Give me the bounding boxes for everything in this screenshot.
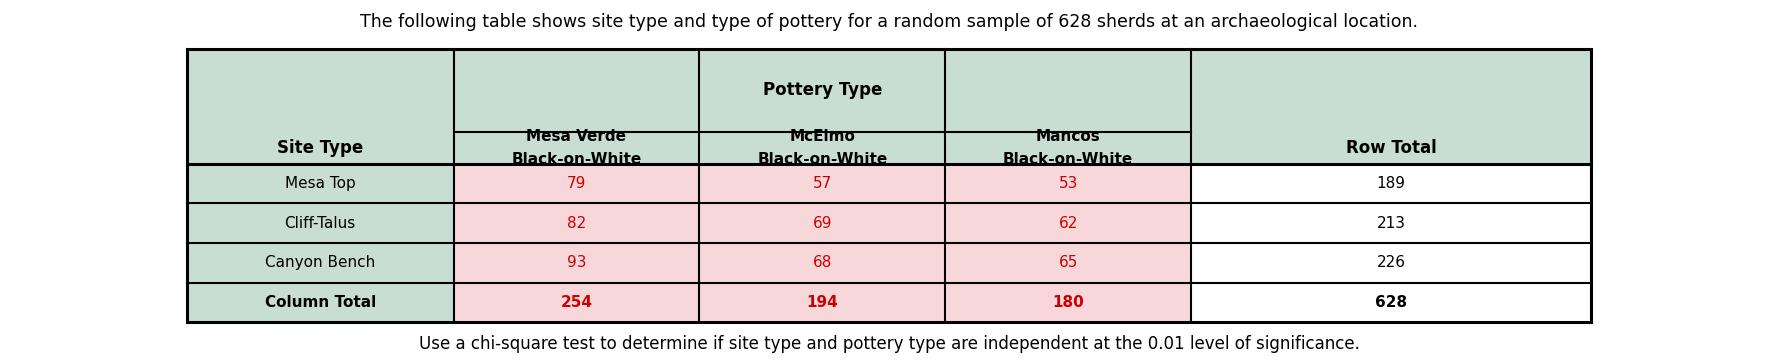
Text: Row Total: Row Total	[1346, 139, 1437, 157]
Text: 189: 189	[1376, 176, 1406, 191]
Text: 53: 53	[1058, 176, 1077, 191]
Text: Black-on-White: Black-on-White	[1003, 152, 1133, 167]
Text: 69: 69	[813, 216, 832, 231]
Text: 628: 628	[1374, 295, 1406, 310]
Text: 213: 213	[1376, 216, 1406, 231]
Text: 93: 93	[567, 255, 587, 270]
Text: 254: 254	[560, 295, 592, 310]
Text: Black-on-White: Black-on-White	[512, 152, 642, 167]
Text: The following table shows site type and type of pottery for a random sample of 6: The following table shows site type and …	[359, 13, 1419, 31]
Text: Use a chi-square test to determine if site type and pottery type are independent: Use a chi-square test to determine if si…	[418, 335, 1360, 353]
Text: Mancos: Mancos	[1037, 128, 1101, 144]
Text: 68: 68	[813, 255, 832, 270]
Text: Site Type: Site Type	[277, 139, 363, 157]
Text: 65: 65	[1058, 255, 1077, 270]
Text: Pottery Type: Pottery Type	[763, 82, 882, 99]
Text: Column Total: Column Total	[265, 295, 375, 310]
Text: 79: 79	[567, 176, 587, 191]
Text: 62: 62	[1058, 216, 1077, 231]
Text: Mesa Verde: Mesa Verde	[526, 128, 626, 144]
Text: 57: 57	[813, 176, 832, 191]
Text: Cliff-Talus: Cliff-Talus	[284, 216, 356, 231]
Text: McElmo: McElmo	[789, 128, 855, 144]
Text: Canyon Bench: Canyon Bench	[265, 255, 375, 270]
Text: Black-on-White: Black-on-White	[757, 152, 887, 167]
Text: 180: 180	[1053, 295, 1085, 310]
Text: 226: 226	[1376, 255, 1406, 270]
Text: 82: 82	[567, 216, 587, 231]
Text: Mesa Top: Mesa Top	[284, 176, 356, 191]
Text: 194: 194	[807, 295, 837, 310]
